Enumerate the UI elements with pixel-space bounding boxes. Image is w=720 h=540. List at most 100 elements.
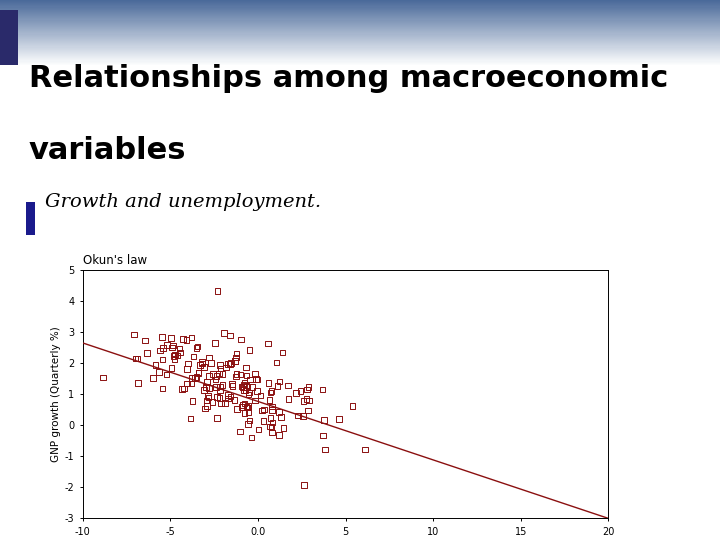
- Point: [302, 406, 313, 415]
- Point: [264, 388, 276, 397]
- Point: [174, 348, 186, 357]
- Point: [181, 379, 193, 388]
- Point: [203, 372, 215, 381]
- Point: [215, 361, 226, 369]
- Point: [244, 375, 256, 384]
- Bar: [0, 17, 720, 18]
- Point: [224, 360, 235, 368]
- Bar: [0, 32, 720, 33]
- Bar: [0, 23, 720, 24]
- Point: [278, 423, 289, 432]
- Point: [193, 369, 204, 377]
- Bar: [0, 59, 720, 60]
- Point: [238, 379, 250, 387]
- Point: [198, 386, 210, 394]
- Point: [253, 426, 264, 434]
- Point: [271, 382, 283, 390]
- Point: [294, 387, 306, 395]
- Bar: [0, 29, 720, 30]
- Bar: [0, 3, 720, 4]
- Point: [230, 372, 242, 381]
- Point: [240, 372, 252, 380]
- Point: [235, 382, 247, 391]
- Point: [219, 399, 230, 407]
- Point: [240, 386, 251, 395]
- Point: [202, 392, 214, 400]
- Bar: [0, 63, 720, 64]
- Bar: [0, 10, 18, 65]
- Point: [222, 391, 234, 400]
- Point: [263, 379, 274, 387]
- Point: [218, 329, 230, 338]
- Y-axis label: GNP growth (Quarterly %): GNP growth (Quarterly %): [50, 326, 60, 462]
- Point: [177, 335, 189, 343]
- Point: [166, 334, 177, 342]
- Bar: [0, 51, 720, 52]
- Point: [186, 396, 198, 405]
- Point: [222, 394, 234, 403]
- Point: [174, 345, 185, 353]
- Point: [266, 406, 278, 415]
- Point: [251, 375, 262, 383]
- Point: [258, 405, 270, 414]
- Point: [231, 370, 243, 379]
- Point: [132, 379, 143, 387]
- Bar: [0, 2, 720, 3]
- Point: [215, 364, 226, 373]
- Bar: [0, 21, 720, 22]
- Point: [242, 403, 253, 412]
- Bar: [0, 24, 720, 25]
- Bar: [0, 37, 720, 38]
- Point: [243, 388, 255, 397]
- Point: [243, 416, 255, 425]
- Point: [211, 414, 222, 422]
- Point: [266, 387, 277, 396]
- Bar: [0, 38, 720, 39]
- Point: [128, 330, 140, 339]
- Point: [181, 335, 192, 344]
- Point: [275, 413, 287, 421]
- Point: [197, 359, 208, 368]
- Point: [169, 350, 181, 359]
- Bar: [0, 54, 720, 55]
- Point: [249, 370, 261, 379]
- Point: [153, 368, 165, 376]
- Point: [256, 406, 268, 415]
- Text: Growth and unemployment.: Growth and unemployment.: [45, 193, 321, 211]
- Point: [235, 370, 246, 379]
- Point: [130, 354, 141, 363]
- Bar: [0, 8, 720, 9]
- Point: [185, 414, 197, 423]
- Point: [229, 357, 240, 366]
- Point: [186, 333, 197, 342]
- Point: [266, 428, 278, 437]
- Bar: [0, 53, 720, 54]
- Point: [186, 379, 197, 388]
- Point: [202, 377, 213, 386]
- Point: [157, 343, 168, 352]
- Point: [150, 361, 161, 369]
- Bar: [0, 30, 720, 31]
- Point: [243, 403, 254, 412]
- Point: [97, 373, 109, 382]
- Point: [209, 339, 220, 347]
- Bar: [0, 6, 720, 8]
- Point: [205, 359, 217, 367]
- Point: [243, 408, 254, 416]
- Point: [191, 373, 202, 381]
- Point: [171, 351, 183, 360]
- Point: [333, 415, 345, 423]
- Point: [186, 374, 198, 382]
- Bar: [0, 49, 720, 50]
- Point: [246, 433, 257, 442]
- Text: Okun's law: Okun's law: [83, 254, 147, 267]
- Point: [193, 368, 204, 377]
- Point: [258, 417, 269, 426]
- Point: [303, 396, 315, 405]
- Point: [255, 391, 266, 400]
- Point: [240, 363, 252, 372]
- Point: [246, 382, 258, 391]
- Point: [241, 383, 253, 391]
- Point: [211, 393, 222, 401]
- Text: variables: variables: [29, 136, 186, 165]
